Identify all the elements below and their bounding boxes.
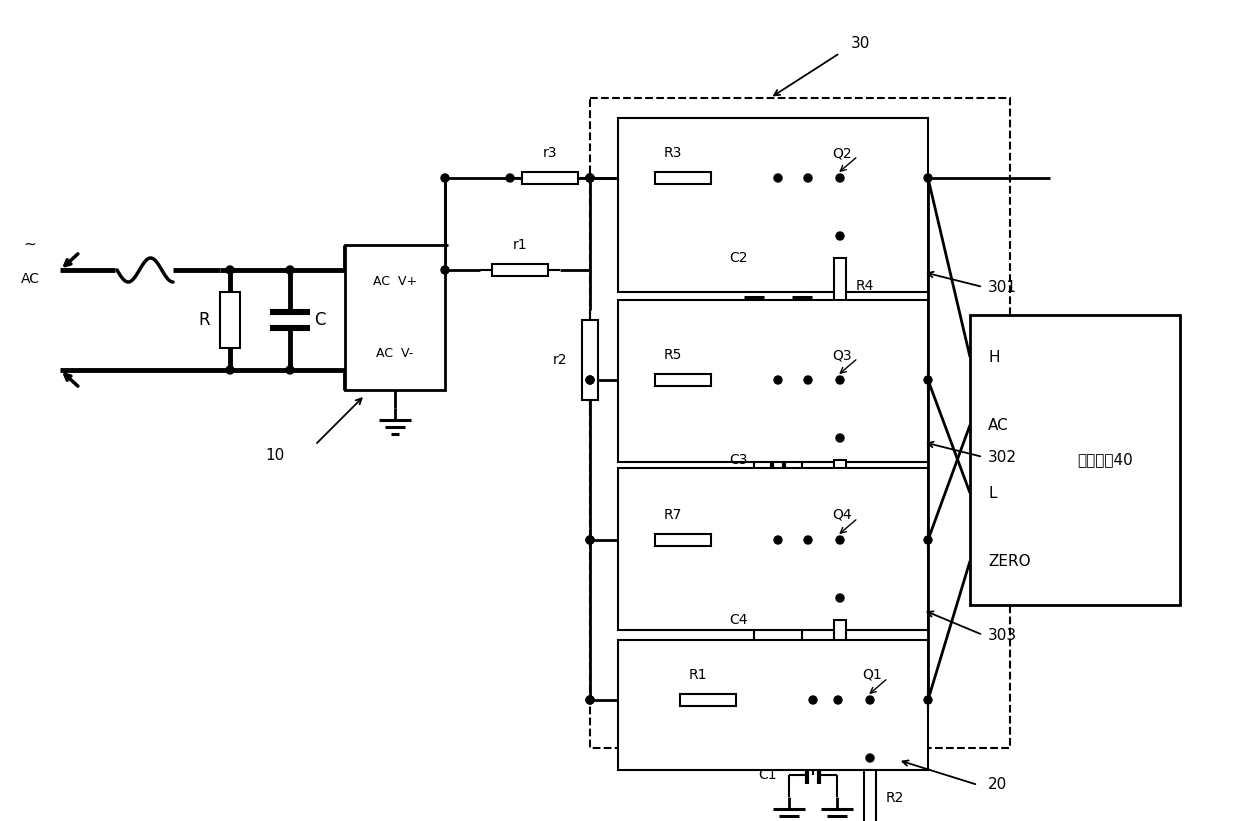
- Text: R4: R4: [856, 279, 874, 293]
- Circle shape: [774, 376, 782, 384]
- Text: R6: R6: [856, 481, 874, 495]
- Bar: [219, 292, 241, 348]
- Text: Q1: Q1: [862, 668, 882, 682]
- Circle shape: [587, 174, 594, 182]
- Circle shape: [587, 536, 594, 544]
- Circle shape: [866, 696, 874, 704]
- Bar: [582, 320, 598, 400]
- Text: R7: R7: [663, 508, 682, 522]
- Text: C: C: [314, 311, 326, 329]
- Circle shape: [774, 174, 782, 182]
- Text: ~: ~: [24, 237, 36, 252]
- Text: 10: 10: [265, 447, 285, 462]
- Text: L: L: [988, 485, 997, 501]
- Bar: [522, 172, 578, 184]
- Text: Q4: Q4: [832, 508, 852, 522]
- Text: R8: R8: [856, 641, 874, 655]
- Bar: [835, 460, 846, 516]
- Circle shape: [808, 696, 817, 704]
- Circle shape: [924, 696, 932, 704]
- Text: R5: R5: [663, 348, 682, 362]
- Circle shape: [804, 174, 812, 182]
- Text: H: H: [988, 350, 999, 365]
- Bar: [835, 620, 846, 676]
- Bar: [618, 640, 928, 770]
- Bar: [835, 258, 846, 314]
- Circle shape: [506, 174, 515, 182]
- Bar: [864, 770, 875, 821]
- Circle shape: [441, 266, 449, 274]
- Circle shape: [286, 366, 294, 374]
- Circle shape: [286, 266, 294, 274]
- Text: r1: r1: [512, 238, 527, 252]
- Text: C1: C1: [759, 768, 777, 782]
- Circle shape: [587, 174, 594, 182]
- Circle shape: [587, 536, 594, 544]
- Circle shape: [836, 376, 844, 384]
- Bar: [680, 694, 737, 706]
- Circle shape: [924, 376, 932, 384]
- Circle shape: [924, 174, 932, 182]
- Circle shape: [587, 696, 594, 704]
- Bar: [618, 468, 928, 630]
- Text: Q3: Q3: [832, 348, 852, 362]
- Text: Q2: Q2: [832, 146, 852, 160]
- Bar: [590, 98, 1011, 748]
- Text: R: R: [198, 311, 210, 329]
- Circle shape: [835, 696, 842, 704]
- Circle shape: [587, 696, 594, 704]
- Circle shape: [226, 266, 234, 274]
- Circle shape: [804, 536, 812, 544]
- Circle shape: [441, 174, 449, 182]
- Text: r2: r2: [553, 353, 567, 367]
- Text: R1: R1: [688, 668, 707, 682]
- Text: 控制单元40: 控制单元40: [1078, 452, 1133, 467]
- Text: 20: 20: [988, 777, 1007, 792]
- Circle shape: [836, 174, 844, 182]
- Bar: [655, 172, 711, 184]
- Circle shape: [587, 376, 594, 384]
- Text: AC  V-: AC V-: [377, 346, 414, 360]
- Text: AC  V+: AC V+: [373, 274, 417, 287]
- Text: 30: 30: [851, 35, 869, 51]
- Circle shape: [836, 536, 844, 544]
- Bar: [970, 315, 1180, 605]
- Bar: [345, 245, 445, 390]
- Circle shape: [774, 536, 782, 544]
- Text: 303: 303: [988, 627, 1017, 643]
- Text: 302: 302: [988, 450, 1017, 465]
- Text: ZERO: ZERO: [988, 553, 1030, 568]
- Circle shape: [866, 754, 874, 762]
- Circle shape: [836, 232, 844, 240]
- Text: R2: R2: [887, 791, 904, 805]
- Text: C2: C2: [729, 251, 748, 265]
- Circle shape: [226, 366, 234, 374]
- Circle shape: [587, 174, 594, 182]
- Circle shape: [804, 376, 812, 384]
- Bar: [655, 374, 711, 386]
- Bar: [618, 300, 928, 462]
- Bar: [492, 264, 548, 276]
- Circle shape: [836, 594, 844, 602]
- Text: R3: R3: [663, 146, 682, 160]
- Bar: [655, 534, 711, 546]
- Text: C4: C4: [729, 613, 748, 627]
- Text: C3: C3: [729, 453, 748, 467]
- Text: AC: AC: [988, 418, 1009, 433]
- Circle shape: [924, 536, 932, 544]
- Bar: [618, 118, 928, 292]
- Text: AC: AC: [21, 272, 40, 286]
- Text: r3: r3: [543, 146, 557, 160]
- Circle shape: [587, 376, 594, 384]
- Circle shape: [836, 434, 844, 442]
- Text: 301: 301: [988, 279, 1017, 295]
